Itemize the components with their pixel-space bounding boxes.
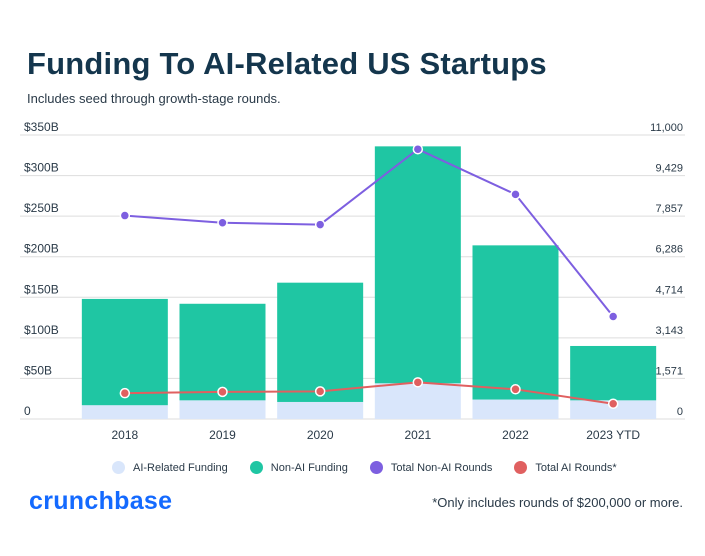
chart-legend: AI-Related Funding Non-AI Funding Total …: [112, 461, 617, 474]
legend-item-ai-rounds: Total AI Rounds*: [514, 461, 617, 474]
legend-swatch-non-ai-funding: [249, 461, 263, 474]
bar-ai-funding: [81, 405, 168, 419]
y-right-tick-label: 7,857: [655, 203, 683, 215]
point-non-ai-rounds: [314, 219, 326, 230]
bar-non-ai-funding: [570, 345, 657, 401]
legend-swatch-ai-funding: [112, 461, 125, 474]
point-ai-rounds: [217, 386, 228, 398]
point-non-ai-rounds: [510, 189, 521, 200]
legend-item-non-ai-rounds: Total Non-AI Rounds: [369, 461, 493, 474]
bar-ai-funding: [570, 400, 657, 419]
legend-label-ai-funding: AI-Related Funding: [133, 461, 228, 474]
legend-swatch-ai-rounds: [514, 461, 528, 474]
bar-non-ai-funding: [81, 298, 168, 406]
y-right-tick-label: 1,571: [655, 365, 683, 377]
point-ai-rounds: [119, 387, 131, 399]
point-ai-rounds: [412, 377, 424, 388]
x-tick-label: 2023 YTD: [586, 428, 640, 442]
point-ai-rounds: [607, 398, 619, 410]
legend-label-ai-rounds: Total AI Rounds*: [535, 461, 617, 474]
bar-ai-funding: [277, 401, 364, 419]
bar-non-ai-funding: [277, 282, 364, 402]
y-right-tick-label: 9,429: [655, 163, 683, 175]
y-right-tick-label: 0: [677, 406, 683, 418]
legend-label-non-ai-funding: Non-AI Funding: [270, 461, 348, 474]
point-non-ai-rounds: [119, 210, 131, 221]
x-tick-label: 2019: [209, 428, 236, 442]
y-right-tick-label: 11,000: [650, 122, 683, 134]
x-tick-label: 2022: [502, 428, 529, 442]
x-tick-label: 2020: [307, 428, 334, 442]
y-left-tick-label: $300B: [24, 161, 59, 175]
point-ai-rounds: [510, 384, 521, 395]
y-right-tick-label: 4,714: [655, 284, 683, 296]
legend-label-non-ai-rounds: Total Non-AI Rounds: [390, 461, 493, 474]
crunchbase-logo[interactable]: crunchbase: [29, 487, 173, 515]
x-tick-label: 2021: [404, 428, 431, 442]
bar-ai-funding: [179, 400, 266, 419]
legend-item-non-ai-funding: Non-AI Funding: [249, 461, 348, 474]
legend-swatch-non-ai-rounds: [369, 461, 383, 474]
bar-ai-funding: [472, 399, 559, 419]
bar-non-ai-funding: [179, 303, 266, 401]
chart-subtitle: Includes seed through growth-stage round…: [27, 91, 281, 106]
y-right-tick-label: 6,286: [655, 244, 683, 256]
bar-non-ai-funding: [374, 146, 461, 384]
point-non-ai-rounds: [217, 217, 228, 229]
y-left-tick-label: $50B: [24, 363, 52, 377]
y-left-tick-label: $250B: [24, 201, 59, 215]
bar-non-ai-funding: [472, 245, 559, 400]
y-left-tick-label: 0: [24, 404, 31, 418]
chart-area: 0 0 $50B 1,571 $100B 3,143 $150B 4,714 $200B 6,28…: [20, 120, 685, 442]
y-left-tick-label: $100B: [24, 323, 59, 337]
y-right-tick-label: 3,143: [655, 325, 683, 337]
footnote: *Only includes rounds of $200,000 or mor…: [432, 495, 683, 510]
y-left-tick-label: $150B: [24, 282, 59, 296]
y-left-tick-label: $200B: [24, 242, 59, 256]
chart-title: Funding To AI-Related US Startups: [27, 46, 547, 81]
line-ai-rounds: [124, 381, 614, 405]
bar-ai-funding: [374, 383, 461, 419]
y-left-tick-label: $350B: [24, 120, 59, 134]
legend-item-ai-funding: AI-Related Funding: [112, 461, 228, 474]
point-non-ai-rounds: [607, 311, 619, 322]
point-ai-rounds: [314, 386, 326, 397]
line-non-ai-rounds: [124, 148, 614, 318]
x-tick-label: 2018: [111, 428, 138, 442]
point-non-ai-rounds: [412, 143, 424, 155]
